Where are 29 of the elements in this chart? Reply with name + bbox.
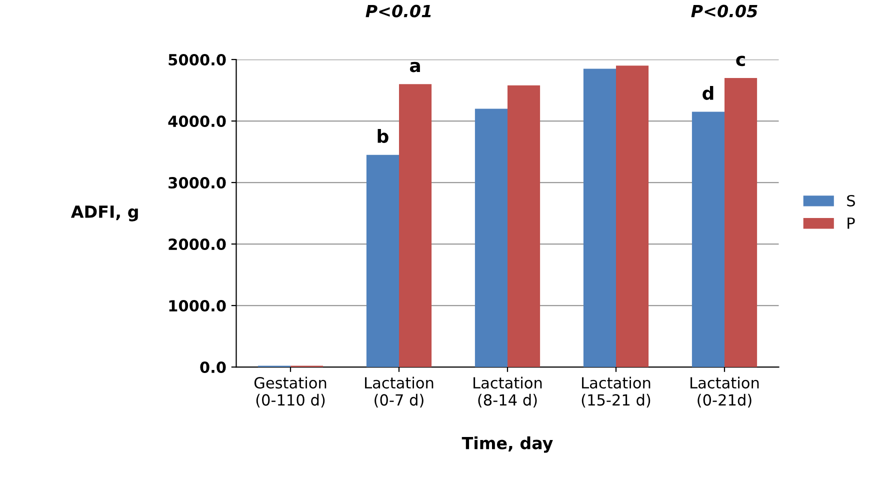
bar — [583, 68, 616, 368]
bar — [616, 66, 649, 368]
bar — [366, 154, 399, 368]
y-tick-label: 1000.0 — [169, 300, 226, 312]
bar — [692, 112, 724, 368]
bar — [508, 85, 540, 368]
x-tick-label: Lactation (0-7 d) — [365, 376, 434, 408]
annotation: a — [410, 62, 420, 72]
x-tick-label: Gestation (0-110 d) — [254, 376, 326, 408]
text: P<0.05 — [691, 4, 758, 18]
bar — [474, 108, 508, 368]
legend-label: P — [848, 218, 855, 229]
y-axis-title: ADFI, g — [70, 206, 138, 222]
text: P<0.01 — [366, 4, 431, 18]
bar — [724, 78, 758, 368]
x-axis-title: Time, day — [462, 436, 553, 453]
y-tick-label: 4000.0 — [168, 115, 226, 128]
y-tick-label: 0.0 — [200, 362, 226, 374]
legend-label: S — [847, 194, 855, 206]
annotation: c — [736, 56, 745, 66]
annotation: b — [378, 129, 388, 144]
y-tick-label: 3000.0 — [168, 176, 226, 189]
y-tick-label: 2000.0 — [168, 238, 226, 250]
y-tick-label: 5000.0 — [168, 54, 226, 66]
annotation: d — [702, 86, 714, 100]
x-tick-label: Lactation (0-21d) — [690, 376, 759, 408]
x-tick-label: Lactation (8-14 d) — [474, 376, 542, 408]
bar — [399, 84, 432, 368]
x-tick-label: Lactation (15-21 d) — [582, 376, 650, 408]
